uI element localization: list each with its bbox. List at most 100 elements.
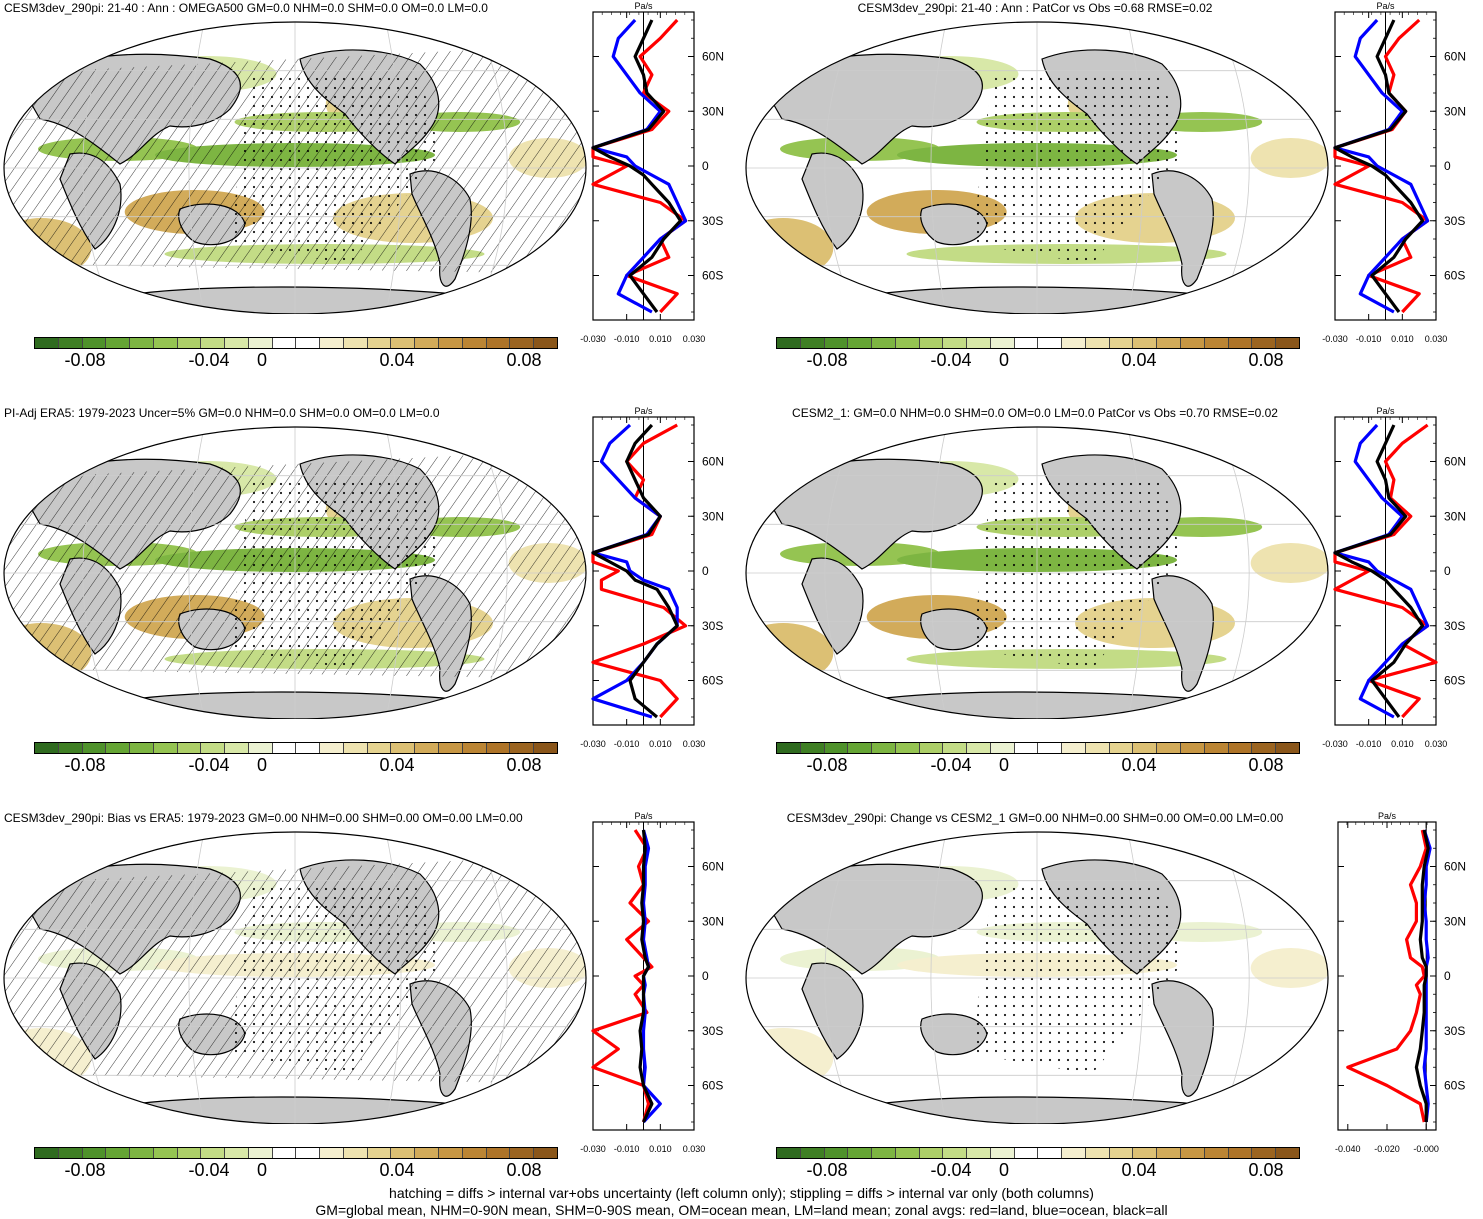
profile-x-tick-label: 0.010 xyxy=(1391,739,1414,749)
colorbar-swatch xyxy=(1181,1148,1205,1158)
profile-x-tick-label: -0.040 xyxy=(1335,1144,1361,1154)
colorbar-swatch xyxy=(534,1148,557,1158)
colorbar-swatch xyxy=(106,338,131,348)
colorbar-tick-label: -0.04 xyxy=(188,350,230,370)
colorbar-swatch xyxy=(1133,743,1158,753)
profile-lat-label: 30N xyxy=(1444,914,1466,928)
colorbar-swatch xyxy=(248,1148,273,1158)
map-border xyxy=(745,21,1329,314)
colorbar-swatch xyxy=(1062,1148,1086,1158)
profile-units: Pa/s xyxy=(1376,406,1395,416)
colorbar-swatch xyxy=(320,743,344,753)
map-border xyxy=(3,21,587,314)
profile-lat-label: 60N xyxy=(1444,50,1466,64)
colorbar-swatch xyxy=(919,743,944,753)
profile-line-all xyxy=(591,19,683,313)
colorbar-swatch xyxy=(895,1148,920,1158)
profile-x-tick-label: -0.010 xyxy=(614,1144,640,1154)
colorbar-tick-label: -0.04 xyxy=(188,1160,230,1180)
profile-x-tick-label: -0.020 xyxy=(1374,1144,1400,1154)
colorbar-swatch xyxy=(872,743,896,753)
colorbar-swatch xyxy=(153,338,178,348)
colorbar-tick-label: -0.04 xyxy=(930,350,972,370)
colorbar-swatch xyxy=(1109,743,1134,753)
profile-units: Pa/s xyxy=(1378,811,1397,821)
continent xyxy=(801,152,864,250)
profile-x-tick-label: 0.030 xyxy=(683,739,706,749)
colorbar-swatch xyxy=(510,1148,535,1158)
colorbar-swatch xyxy=(777,338,801,348)
colorbar-swatch xyxy=(201,743,226,753)
colorbar-swatch xyxy=(225,743,249,753)
colorbar-swatch xyxy=(225,338,249,348)
profile-line-ocean xyxy=(1333,423,1430,719)
colorbar-swatch xyxy=(990,1148,1015,1158)
colorbar-swatch xyxy=(1252,338,1277,348)
colorbar-swatch xyxy=(439,1148,463,1158)
colorbar-swatch xyxy=(848,1148,873,1158)
colorbar-tick-label: 0.04 xyxy=(1121,1160,1157,1180)
zonal-profile: Pa/s 60N 30N 0 30S 60S -0.030 -0.010 0.010 0.030 xyxy=(1322,406,1466,749)
colorbar-swatch xyxy=(201,1148,226,1158)
colorbar-swatch xyxy=(1014,743,1039,753)
colorbar-swatch xyxy=(106,743,131,753)
profile-lat-label: 30N xyxy=(702,104,724,118)
colorbar-swatch xyxy=(848,338,873,348)
profile-lat-label: 30S xyxy=(702,619,723,633)
profile-lat-label: 60S xyxy=(1444,674,1465,688)
colorbar-swatch xyxy=(58,1148,83,1158)
colorbar-tick-label: -0.08 xyxy=(64,1160,106,1180)
colorbar xyxy=(34,742,558,754)
colorbar-tick-label: -0.04 xyxy=(930,1160,972,1180)
colorbar-swatch xyxy=(177,743,202,753)
profile-lat-label: 30N xyxy=(1444,509,1466,523)
profile-x-tick-label: 0.010 xyxy=(649,739,672,749)
continent xyxy=(1151,980,1214,1097)
world-map xyxy=(745,831,1329,1124)
colorbar-swatch xyxy=(1085,1148,1110,1158)
panel-title: CESM3dev_290pi: Bias vs ERA5: 1979-2023 … xyxy=(4,811,523,825)
profile-line-all xyxy=(638,829,654,1123)
profile-line-ocean xyxy=(591,18,688,314)
colorbar-swatch xyxy=(777,743,801,753)
colorbar-swatch xyxy=(1204,743,1229,753)
profile-x-tick-label: -0.010 xyxy=(614,739,640,749)
world-map xyxy=(3,426,587,719)
colorbar-swatch xyxy=(1085,743,1110,753)
profile-x-tick-label: -0.010 xyxy=(1356,739,1382,749)
colorbar-swatch xyxy=(343,338,368,348)
colorbar-swatch xyxy=(439,338,463,348)
profile-lat-label: 30S xyxy=(1444,619,1465,633)
colorbar xyxy=(776,742,1300,754)
colorbar-swatch xyxy=(391,338,416,348)
colorbar-swatch xyxy=(967,338,991,348)
colorbar-swatch xyxy=(1181,338,1205,348)
colorbar-swatch xyxy=(1181,743,1205,753)
panel-p1: CESM3dev_290pi: 21-40 : Ann : OMEGA500 G… xyxy=(0,0,741,405)
colorbar-swatch xyxy=(82,743,107,753)
colorbar-swatch xyxy=(320,338,344,348)
colorbar-swatch xyxy=(367,1148,392,1158)
profile-lat-label: 60N xyxy=(702,860,724,874)
colorbar-swatch xyxy=(248,338,273,348)
zonal-profile: Pa/s 60N 30N 0 30S 60S -0.040 -0.020 -0.000 xyxy=(1335,811,1466,1154)
profile-line-land xyxy=(1346,829,1428,1123)
profile-x-tick-label: 0.030 xyxy=(1425,334,1448,344)
profile-lat-label: 0 xyxy=(1444,159,1451,173)
colorbar-swatch xyxy=(1204,1148,1229,1158)
colorbar-swatch xyxy=(895,338,920,348)
profile-line-ocean xyxy=(641,829,662,1124)
colorbar-swatch xyxy=(1062,338,1086,348)
profile-units: Pa/s xyxy=(634,406,653,416)
profile-lat-label: 30N xyxy=(702,509,724,523)
map-border xyxy=(3,426,587,719)
colorbar-swatch xyxy=(824,743,849,753)
profile-line-land xyxy=(591,423,688,719)
colorbar-swatch xyxy=(35,743,59,753)
continent xyxy=(801,962,864,1060)
continent xyxy=(761,458,983,570)
profile-x-tick-label: 0.030 xyxy=(1425,739,1448,749)
colorbar-swatch xyxy=(439,743,463,753)
colorbar xyxy=(34,337,558,349)
colorbar-swatch xyxy=(415,338,440,348)
